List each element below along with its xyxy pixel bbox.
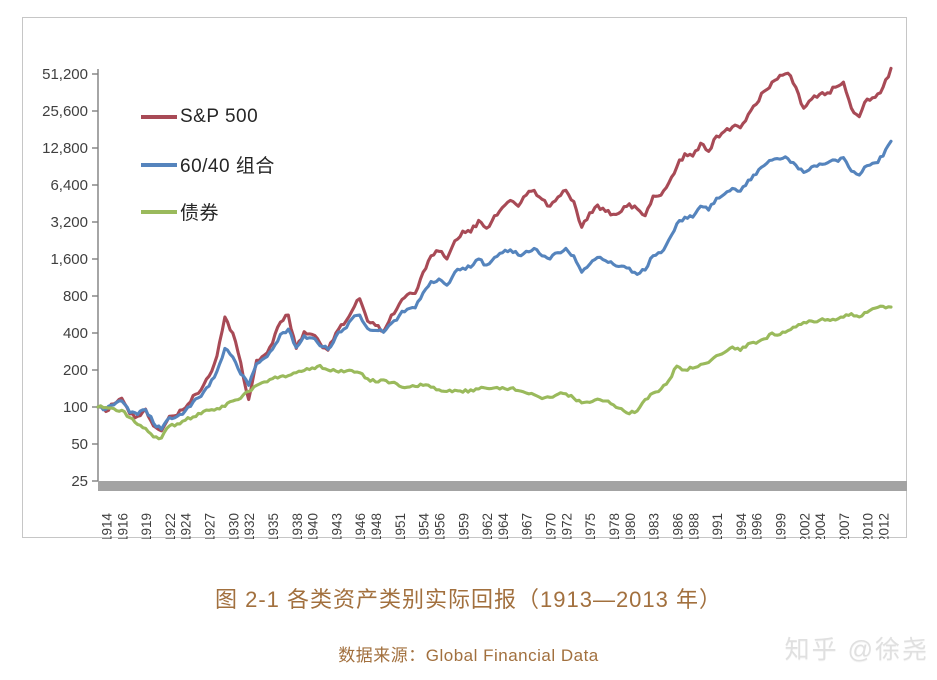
series-line-1 [96, 139, 893, 431]
x-tick-label: 1954 [417, 513, 432, 539]
chart-panel: 51,200 25,600 12,800 6,400 3,200 1,600 800 400 2… [22, 17, 907, 539]
x-tick-label: 2007 [837, 513, 852, 539]
x-tick-label: 2012 [877, 513, 892, 539]
x-tick-label: 1924 [179, 513, 194, 539]
y-tick-label: 400 [63, 325, 88, 342]
x-tick-label: 1959 [456, 513, 471, 539]
x-tick-label: 1972 [559, 513, 574, 539]
y-tick-label: 3,200 [50, 214, 88, 231]
x-tick-label: 1946 [353, 513, 368, 539]
x-tick-label: 1994 [734, 513, 749, 539]
x-tick-label: 1922 [163, 513, 178, 539]
x-tick-label: 1951 [393, 513, 408, 539]
x-tick-label: 1914 [99, 513, 114, 539]
x-tick-label: 1978 [607, 513, 622, 539]
chart-plot-area: 51,200 25,600 12,800 6,400 3,200 1,600 800 400 2… [42, 66, 907, 539]
y-tick-label: 50 [71, 436, 88, 453]
legend-item-sp500: S&P 500 [141, 106, 258, 128]
data-source-label: 数据来源：Global Financial Data [338, 646, 599, 665]
x-axis-baseline-bar [98, 481, 907, 491]
x-tick-label: 1964 [496, 513, 511, 539]
x-tick-label: 1940 [306, 513, 321, 539]
x-tick-label: 2002 [797, 513, 812, 539]
site-watermark: 知乎 @徐尧 [784, 636, 929, 664]
x-tick-label: 1986 [670, 513, 685, 539]
legend-label-sp500: S&P 500 [180, 106, 259, 127]
bonds-line-swatch [141, 209, 177, 214]
x-tick-label: 1916 [115, 513, 130, 539]
x-tick-label: 1970 [544, 513, 559, 539]
sp500-line-swatch [141, 115, 177, 119]
x-tick-label: 1932 [242, 513, 257, 539]
x-tick-label: 1935 [266, 513, 281, 539]
y-tick-label: 100 [63, 399, 88, 416]
y-tick-label: 25,600 [42, 103, 88, 120]
legend-label-6040: 60/40 组合 [180, 156, 275, 177]
series-line-0 [96, 66, 893, 433]
y-tick-label: 6,400 [50, 177, 88, 194]
x-tick-label: 1943 [329, 513, 344, 539]
y-tick-label: 800 [63, 288, 88, 305]
y-tick-label: 51,200 [42, 66, 88, 83]
x-tick-label: 1927 [203, 513, 218, 539]
legend-item-6040: 60/40 组合 [141, 151, 275, 178]
legend-label-bonds: 债券 [180, 203, 220, 224]
x-tick-label: 1988 [686, 513, 701, 539]
y-tick-label: 1,600 [50, 251, 88, 268]
x-tick-label: 1999 [773, 513, 788, 539]
x-tick-label: 1962 [480, 513, 495, 539]
x-tick-label: 1948 [369, 513, 384, 539]
x-tick-label: 1975 [583, 513, 598, 539]
x-tick-label: 1956 [432, 513, 447, 539]
x-tick-label: 1967 [520, 513, 535, 539]
x-tick-label: 1991 [710, 513, 725, 539]
x-tick-label: 1938 [290, 513, 305, 539]
x-tick-label: 1983 [647, 513, 662, 539]
y-tick-label: 12,800 [42, 140, 88, 157]
x-tick-label: 2004 [813, 513, 828, 539]
x-tick-label: 1996 [750, 513, 765, 539]
x-tick-label: 1980 [623, 513, 638, 539]
series-line-2 [96, 304, 893, 441]
x-tick-label: 1919 [139, 513, 154, 539]
x-tick-label: 2010 [861, 513, 876, 539]
y-tick-label: 25 [71, 473, 88, 490]
y-tick-label: 200 [63, 362, 88, 379]
figure-caption: 图 2-1 各类资产类别实际回报（1913—2013 年） [214, 587, 723, 612]
legend-item-bonds: 债券 [141, 198, 219, 225]
x-tick-label: 1930 [226, 513, 241, 539]
portfolio-6040-line-swatch [141, 162, 177, 167]
